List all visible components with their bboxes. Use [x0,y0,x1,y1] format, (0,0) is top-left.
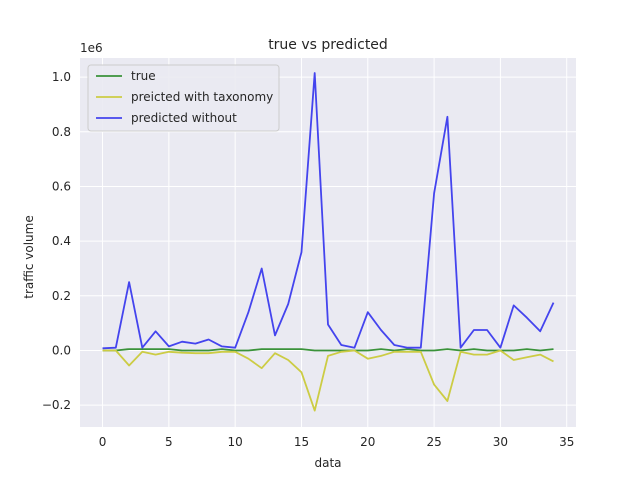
series-line-1 [102,349,554,412]
legend-label: preicted with taxonomy [131,90,273,104]
y-tick-label: 0.4 [52,234,71,248]
y-tick-label: 1.0 [52,70,71,84]
x-tick-labels: 0 5 10 15 20 25 30 35 [99,435,575,449]
x-tick-label: 20 [360,435,375,449]
series-lines [102,72,555,412]
legend: true preicted with taxonomy predicted with… [87,64,280,132]
legend-label: true [131,69,156,83]
x-tick-label: 35 [559,435,574,449]
x-tick-label: 5 [165,435,173,449]
x-tick-label: 25 [426,435,441,449]
chart-title: true vs predicted [268,37,388,53]
x-tick-label: 15 [294,435,309,449]
y-tick-label: −0.2 [42,398,71,412]
legend-label: predicted without [131,111,237,125]
y-tick-label: 0.8 [52,125,71,139]
y-tick-label: 0.6 [52,179,71,193]
series-line-2 [102,72,555,350]
series-line-0 [102,348,554,352]
y-axis-label: traffic volume [22,215,36,298]
x-axis-label: data [314,456,341,470]
grid [80,58,576,427]
y-offset-label: 1e6 [80,41,103,55]
x-tick-label: 10 [228,435,243,449]
y-tick-label: 0.0 [52,343,71,357]
x-tick-label: 0 [99,435,107,449]
y-tick-label: 0.2 [52,289,71,303]
legend-box [87,64,280,132]
y-tick-labels: −0.2 0.0 0.2 0.4 0.6 0.8 1.0 [42,70,71,412]
x-tick-label: 30 [493,435,508,449]
